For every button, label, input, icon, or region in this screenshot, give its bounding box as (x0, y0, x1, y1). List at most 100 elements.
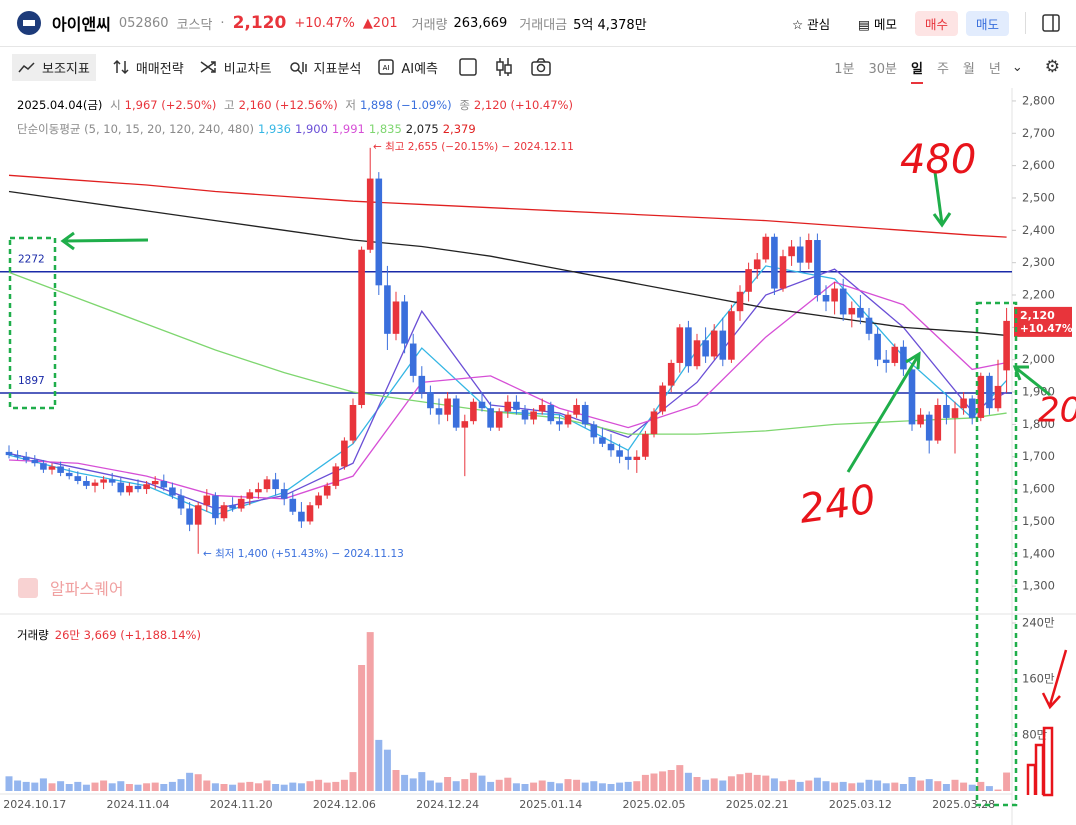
volume-bar (573, 779, 581, 791)
candle-body (384, 285, 391, 334)
volume-bar (899, 784, 907, 791)
tool-camera[interactable] (530, 57, 552, 77)
candle-body (745, 269, 752, 292)
volume-bar (487, 781, 495, 791)
watch-button[interactable]: ☆ 관심 (791, 16, 831, 32)
panel-toggle[interactable] (1042, 14, 1060, 32)
candle-body (31, 459, 39, 464)
handwritten-note: 480 (900, 137, 976, 183)
candle-body (581, 404, 589, 425)
candle-body (14, 455, 21, 457)
arrows (60, 171, 1051, 473)
candle-body (590, 424, 598, 438)
candle-body (478, 401, 486, 409)
candle-body (659, 385, 666, 412)
volume-bar (839, 781, 847, 791)
change-pct: +10.47% (294, 15, 355, 31)
candle-body (323, 485, 331, 496)
logo (17, 11, 41, 35)
period-active[interactable]: 일 (910, 58, 923, 84)
period[interactable]: 30분 (868, 61, 897, 77)
last-change: +10.47% (1020, 323, 1073, 335)
candle-body (925, 414, 933, 441)
candle-body (943, 404, 950, 418)
settings[interactable]: ⚙ (1044, 57, 1060, 77)
volume-header: 거래량 26만 3,669 (+1,188.14%) (17, 627, 201, 643)
x-tick-label: 2025.03.28 (932, 798, 995, 811)
period[interactable]: 1분 (834, 61, 855, 77)
candle-body (891, 346, 899, 363)
volume-bar (160, 784, 168, 791)
volume-bar (822, 781, 830, 791)
volume-bar (504, 777, 512, 791)
period-dropdown[interactable]: ⌄ (1011, 59, 1023, 75)
volume-bar (280, 784, 288, 791)
period[interactable]: 월 (962, 61, 975, 77)
candle-body (57, 466, 64, 473)
handwritten-note: 240 (797, 477, 879, 533)
ohlc-value: 1,967 (+2.50%) (124, 98, 217, 112)
volume-bar (590, 781, 598, 791)
vol-tick-label: 240만 (1022, 616, 1055, 630)
candle-body (667, 362, 675, 386)
candle-body (831, 288, 838, 302)
buy-button[interactable]: 매수 (914, 10, 958, 36)
moving-average (8, 265, 1008, 516)
candle-body (427, 392, 434, 409)
candle-body (151, 481, 159, 485)
tool-compare[interactable]: 비교차트 (200, 58, 272, 77)
last-price-tag (1014, 306, 1072, 337)
stock-name: 아이앤씨 (52, 15, 111, 34)
volume-bar (263, 780, 271, 791)
y-tick-label: 1,600 (1022, 482, 1055, 496)
candle-body (547, 404, 555, 422)
sell-button[interactable]: 매도 (965, 10, 1009, 36)
volume-bar (719, 780, 727, 791)
volume-bar (108, 783, 116, 791)
tool-ai[interactable]: AI AI예측 (377, 58, 438, 77)
volume-bar (48, 783, 56, 791)
candle-body (736, 291, 744, 312)
candle-body (212, 495, 219, 519)
tool-box[interactable] (458, 57, 478, 77)
y-tick-label: 2,000 (1022, 352, 1055, 366)
volume-bar (770, 778, 778, 791)
volume-bar (659, 771, 667, 791)
period[interactable]: 년 (988, 61, 1001, 77)
tool-strategy[interactable]: 매매전략 (112, 58, 184, 77)
volume-info: 26만 3,669 (+1,188.14%) (54, 628, 201, 642)
volume-bar (848, 783, 856, 791)
vol-tick-label: 160만 (1022, 672, 1055, 686)
volume-bar (151, 782, 159, 791)
tool-analysis[interactable]: 지표분석 (288, 58, 361, 77)
memo-button[interactable]: ▤ 메모 (858, 16, 897, 32)
x-tick-label: 2025.01.14 (519, 798, 582, 811)
volume-bar (478, 775, 486, 791)
candle-body (126, 485, 133, 493)
volume-bar (968, 784, 976, 791)
volume-bar (22, 781, 30, 791)
ohlc-value: 1,898 (−1.09%) (359, 98, 452, 112)
volume-bar (143, 783, 151, 791)
annotations: 480 240 20 (8, 137, 1076, 807)
candle-body (900, 346, 907, 370)
volume-bar (444, 777, 452, 791)
volume-bar (100, 780, 108, 791)
ohlc-info: 2025.04.04(금) 시 1,967 (+2.50%) 고 2,160 (+1… (17, 97, 577, 113)
highlight-box (8, 236, 57, 410)
candle-body (564, 414, 572, 425)
volume-bar (39, 778, 47, 791)
separator: · (220, 15, 225, 31)
volume-bar (117, 781, 125, 791)
volume-bar (745, 772, 753, 791)
candle-body (685, 327, 692, 367)
tool-candle[interactable] (494, 57, 514, 77)
candle-body (74, 476, 82, 481)
candle-body (452, 398, 460, 428)
volume-bar (607, 784, 615, 791)
y-tick-label: 2,300 (1022, 255, 1055, 269)
period[interactable]: 주 (936, 61, 949, 77)
tool-indicator[interactable]: 보조지표 (12, 53, 96, 81)
volume-bar (82, 784, 90, 791)
